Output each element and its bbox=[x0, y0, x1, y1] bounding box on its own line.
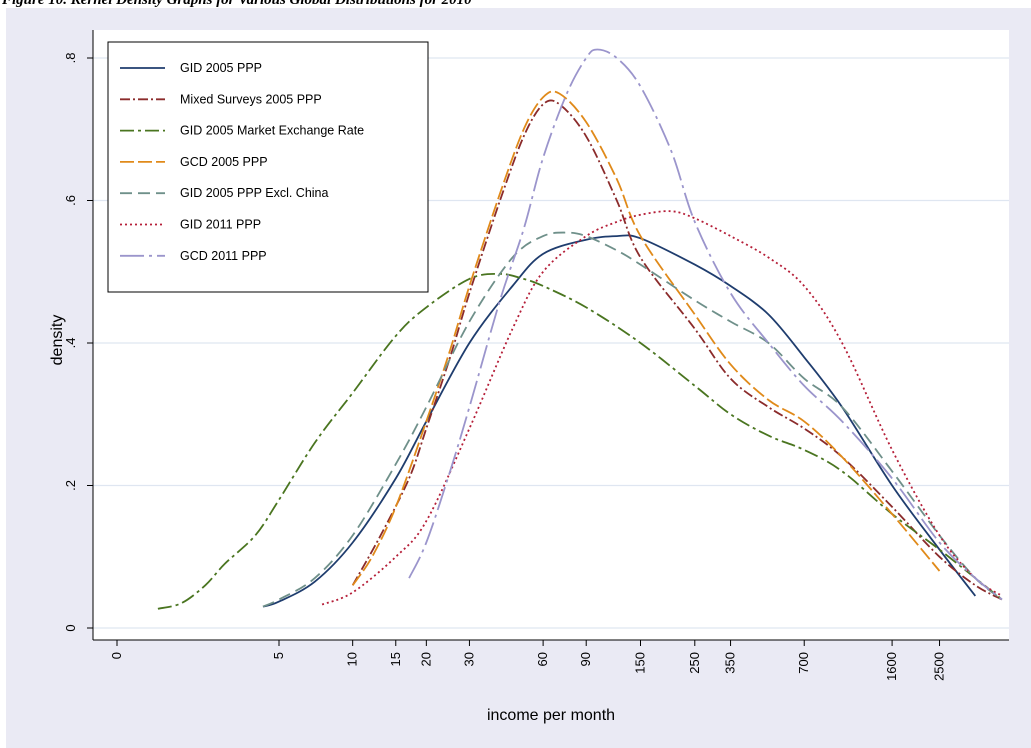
series-line-7 bbox=[408, 48, 1003, 601]
series-line-6 bbox=[321, 210, 1003, 606]
x-tick-label: 700 bbox=[796, 652, 811, 674]
y-tick-label: .6 bbox=[63, 195, 78, 206]
x-tick-label: 1600 bbox=[884, 652, 899, 681]
y-tick-label: 0 bbox=[63, 624, 78, 631]
x-tick-label: 90 bbox=[578, 652, 593, 666]
x-tick-label: 350 bbox=[723, 652, 738, 674]
grid-lines bbox=[93, 57, 1009, 629]
x-tick-label: 150 bbox=[633, 652, 648, 674]
legend-label: GID 2011 PPP bbox=[180, 218, 261, 232]
legend-label: GID 2005 Market Exchange Rate bbox=[180, 124, 364, 138]
x-tick-label: 60 bbox=[535, 652, 550, 666]
series-lines bbox=[157, 48, 1003, 610]
series-line-3 bbox=[157, 272, 1003, 610]
y-tick-label: .8 bbox=[63, 53, 78, 64]
y-tick-label: .4 bbox=[63, 338, 78, 349]
figure-caption: Figure 10. Kernel Density Graphs for Var… bbox=[2, 0, 472, 8]
x-tick-label: 15 bbox=[388, 652, 403, 666]
legend: GID 2005 PPP Mixed Surveys 2005 PPP GID 20… bbox=[107, 41, 429, 293]
x-tick-label: 10 bbox=[345, 652, 360, 666]
x-tick-label: 30 bbox=[461, 652, 476, 666]
legend-label: GCD 2005 PPP bbox=[180, 155, 268, 169]
series-line-4 bbox=[351, 90, 941, 586]
x-axis-title: income per month bbox=[487, 707, 615, 724]
y-tick-label: .2 bbox=[63, 480, 78, 491]
legend-label: GCD 2011 PPP bbox=[180, 249, 267, 263]
legend-label: GID 2005 PPP Excl. China bbox=[180, 186, 329, 200]
x-tick-label: 5 bbox=[271, 652, 286, 659]
x-tick-label: 2500 bbox=[932, 652, 947, 681]
legend-box bbox=[107, 41, 429, 293]
series-line-5 bbox=[262, 231, 1003, 608]
x-tick-label: 20 bbox=[418, 652, 433, 666]
x-tick-label: 250 bbox=[687, 652, 702, 674]
legend-label: GID 2005 PPP bbox=[180, 61, 262, 75]
axes: 0 .2 .4 .6 .8 0 5 10 15 20 30 60 90 150 250 350 700 1600 2… bbox=[63, 30, 1009, 681]
x-tick-label: 0 bbox=[109, 652, 124, 659]
legend-label: Mixed Surveys 2005 PPP bbox=[180, 92, 322, 106]
y-axis-title: density bbox=[49, 315, 66, 366]
series-line-2 bbox=[351, 99, 1003, 601]
